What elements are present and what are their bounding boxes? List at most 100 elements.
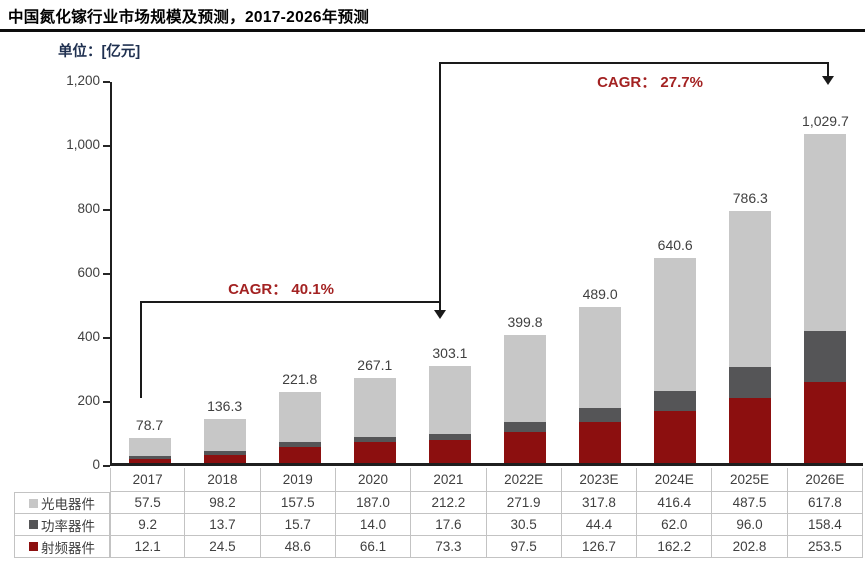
bar-segment — [804, 381, 847, 463]
table-value: 48.6 — [260, 536, 336, 558]
bar-segment — [278, 442, 321, 448]
y-tick-label: 0 — [92, 457, 100, 472]
bar-column-2019: 221.8 — [262, 82, 337, 463]
x-axis-label-2017: 2017 — [110, 468, 186, 492]
bar-segment — [504, 422, 547, 432]
table-value: 12.1 — [110, 536, 186, 558]
stacked-bar — [203, 419, 246, 463]
bar-column-2022E: 399.8 — [487, 82, 562, 463]
legend-swatch — [29, 498, 38, 508]
table-value: 17.6 — [411, 514, 487, 536]
bar-segment — [128, 459, 171, 463]
data-table: 2017 2018 2019 2020 2021 2022E 2023E 2024E 2025E… — [14, 468, 863, 558]
bar-segment — [579, 422, 622, 463]
bar-total-label: 136.3 — [207, 398, 243, 415]
x-axis-label-2026E: 2026E — [787, 468, 863, 492]
stacked-bar — [353, 377, 396, 463]
y-tick-label: 200 — [77, 393, 100, 408]
table-value: 202.8 — [712, 536, 788, 558]
table-value: 487.5 — [712, 492, 788, 514]
table-value: 44.4 — [561, 514, 638, 536]
table-value: 9.2 — [110, 514, 186, 536]
y-tick-mark — [103, 465, 110, 467]
table-value: 97.5 — [486, 536, 562, 558]
x-axis-label-2019: 2019 — [260, 468, 336, 492]
bar-segment — [278, 392, 321, 443]
plot-area: 78.7 136.3 221.8 267.1 303.1 399.8 489.0 640.6 7… — [110, 82, 863, 466]
cagr-shared-vertical-line — [439, 62, 441, 312]
bar-total-label: 489.0 — [582, 285, 618, 302]
cagr-early-start-line — [140, 301, 142, 398]
legend-label: 光电器件 — [41, 497, 95, 512]
bar-total-label: 267.1 — [357, 356, 393, 373]
bar-column-2021: 303.1 — [412, 82, 487, 463]
stacked-bar — [278, 392, 321, 463]
y-tick-mark — [103, 401, 110, 403]
bar-segment — [504, 335, 547, 423]
table-value: 187.0 — [335, 492, 412, 514]
bar-segment — [353, 441, 396, 463]
bar-total-label: 221.8 — [282, 371, 318, 388]
bar-segment — [428, 439, 471, 463]
stacked-bar — [504, 335, 547, 463]
cagr-late-arrowhead-down-icon — [822, 76, 834, 85]
bar-segment — [128, 456, 171, 460]
bar-total-label: 1,029.7 — [802, 112, 849, 129]
cagr-early-horizontal-line — [140, 301, 441, 303]
legend-swatch — [29, 542, 38, 551]
table-value: 73.3 — [411, 536, 487, 558]
legend-item: 光电器件 — [14, 492, 110, 514]
legend-item: 功率器件 — [14, 514, 110, 536]
x-axis-label-2021: 2021 — [411, 468, 487, 492]
table-value: 126.7 — [561, 536, 638, 558]
table-value: 271.9 — [486, 492, 562, 514]
table-value: 317.8 — [561, 492, 638, 514]
y-tick-mark — [103, 81, 110, 83]
bar-segment — [729, 211, 772, 368]
y-tick-mark — [103, 337, 110, 339]
x-axis-label-2025E: 2025E — [712, 468, 788, 492]
y-tick-label: 600 — [77, 265, 100, 280]
table-value: 57.5 — [110, 492, 186, 514]
stacked-bar — [654, 258, 697, 463]
stacked-bar — [579, 306, 622, 463]
bar-segment — [128, 437, 171, 457]
bar-segment — [654, 391, 697, 412]
bar-column-2017: 78.7 — [112, 82, 187, 463]
table-value: 66.1 — [335, 536, 412, 558]
bar-column-2023E: 489.0 — [563, 82, 638, 463]
x-axis-label-2018: 2018 — [185, 468, 261, 492]
cagr-late-end-line — [827, 62, 829, 78]
bar-column-2025E: 786.3 — [713, 82, 788, 463]
legend-swatch — [29, 520, 38, 529]
page-title: 中国氮化镓行业市场规模及预测，2017-2026年预测 — [8, 9, 370, 26]
bar-series-container: 78.7 136.3 221.8 267.1 303.1 399.8 489.0 640.6 7… — [112, 82, 863, 463]
bar-segment — [428, 433, 471, 440]
y-tick-mark — [103, 145, 110, 147]
table-value: 96.0 — [712, 514, 788, 536]
table-value: 157.5 — [260, 492, 336, 514]
bar-segment — [353, 437, 396, 442]
stacked-bar — [729, 211, 772, 463]
bar-segment — [729, 398, 772, 463]
y-tick-label: 1,000 — [66, 137, 100, 152]
table-corner-blank — [14, 468, 110, 492]
x-axis-label-2023E: 2023E — [561, 468, 638, 492]
bar-total-label: 640.6 — [657, 237, 693, 254]
bar-column-2018: 136.3 — [187, 82, 262, 463]
unit-label: 单位：[亿元] — [58, 44, 141, 60]
bar-segment — [278, 447, 321, 463]
bar-segment — [579, 408, 622, 423]
bar-segment — [428, 366, 471, 434]
bar-segment — [504, 431, 547, 463]
x-axis-label-2022E: 2022E — [486, 468, 562, 492]
table-value: 212.2 — [411, 492, 487, 514]
bar-column-2026E: 1,029.7 — [788, 82, 863, 463]
table-value: 15.7 — [260, 514, 336, 536]
bar-total-label: 303.1 — [432, 345, 468, 362]
legend-item: 射频器件 — [14, 536, 110, 558]
legend-label: 射频器件 — [41, 540, 95, 556]
cagr-early-label: CAGR： 40.1% — [228, 281, 334, 298]
bar-segment — [729, 367, 772, 399]
